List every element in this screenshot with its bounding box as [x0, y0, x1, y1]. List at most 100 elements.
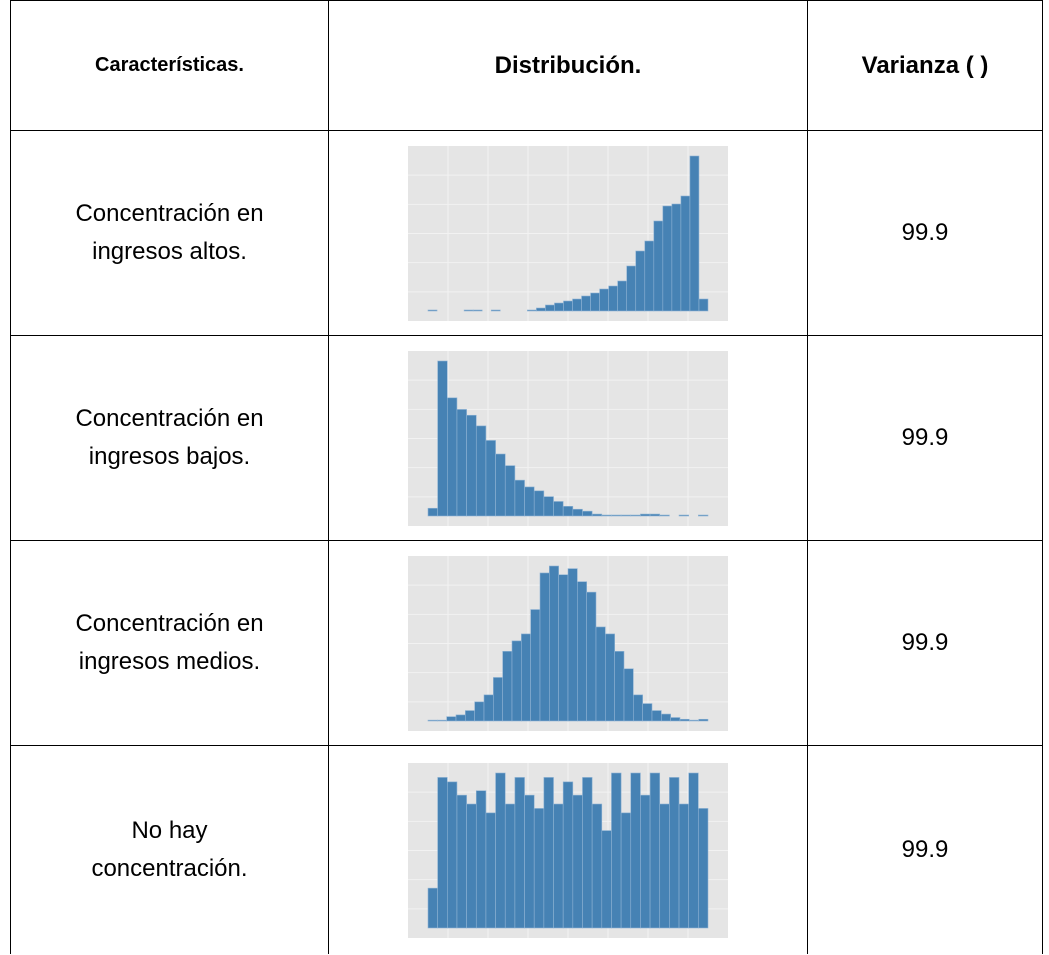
bar [553, 500, 564, 516]
table-row: Concentración en ingresos bajos. 99.9 [10, 335, 1043, 541]
bar [437, 776, 448, 928]
bar [586, 591, 597, 721]
bar [623, 667, 634, 721]
bar [549, 565, 559, 721]
bar [582, 510, 593, 516]
bar [620, 812, 632, 928]
bar [669, 776, 680, 928]
label-cell: Concentración en ingresos bajos. [10, 335, 329, 541]
bar [493, 676, 503, 721]
bar [456, 794, 467, 928]
bar [527, 309, 537, 311]
bar [474, 701, 485, 721]
bar [524, 486, 535, 516]
bar [543, 495, 554, 516]
bar [630, 772, 641, 928]
label-cell: Concentración en ingresos altos. [10, 130, 329, 336]
bar [485, 812, 496, 928]
bar [472, 309, 483, 311]
bar [577, 580, 587, 721]
variance-cell: 99.9 [807, 130, 1043, 336]
bar [437, 360, 448, 516]
bar [617, 280, 628, 311]
bar [605, 633, 615, 721]
histogram [408, 555, 728, 731]
bar [533, 807, 545, 928]
bar [640, 794, 651, 928]
bar [582, 776, 593, 928]
bar [698, 298, 709, 311]
bar [626, 265, 637, 311]
bar [651, 709, 662, 721]
bar [649, 772, 661, 928]
bar [502, 650, 513, 721]
histogram [408, 762, 728, 938]
bar [563, 300, 573, 311]
bar [466, 414, 477, 516]
table-row: Concentración en ingresos altos. 99.9 [10, 130, 1043, 336]
bar [611, 514, 622, 516]
bar [553, 803, 564, 928]
bar [572, 298, 582, 311]
bar [475, 425, 487, 516]
bar [591, 513, 603, 516]
bar [670, 716, 681, 721]
bar [490, 309, 501, 311]
bar [447, 781, 458, 928]
bar [698, 514, 709, 516]
bar [539, 572, 550, 721]
bar [562, 781, 574, 928]
variance-cell: 99.9 [807, 335, 1043, 541]
bar [678, 514, 689, 516]
bar [659, 514, 670, 516]
bar [483, 694, 494, 721]
bar [572, 508, 583, 516]
bar [608, 285, 618, 311]
bar [678, 803, 689, 928]
bar [514, 479, 525, 516]
bar [504, 464, 516, 516]
label: Concentración en ingresos bajos. [75, 404, 264, 470]
bar [427, 719, 438, 721]
bar [511, 640, 522, 721]
bar [611, 772, 622, 928]
bar [495, 453, 506, 516]
bar [514, 776, 525, 928]
bar [599, 288, 609, 311]
bar [456, 408, 467, 516]
bar [688, 772, 699, 928]
bar [530, 608, 541, 721]
bar [536, 307, 546, 311]
bar [466, 803, 477, 928]
bar [533, 490, 545, 516]
bar [567, 567, 578, 721]
bar [465, 709, 475, 721]
bar [455, 714, 466, 721]
header-cell: Varianza ( ) [807, 0, 1043, 131]
bar [463, 309, 474, 311]
bar [679, 718, 690, 721]
bar [427, 507, 438, 516]
bar [524, 794, 535, 928]
header-cell: Distribución. [328, 0, 808, 131]
label: No hay concentración. [91, 816, 248, 882]
bar [545, 304, 555, 311]
bar [581, 295, 591, 311]
variance-cell: 99.9 [807, 745, 1043, 954]
bar [595, 626, 606, 721]
bar [427, 887, 438, 928]
bar [591, 803, 603, 928]
bar [427, 309, 438, 311]
distribution-cell [328, 540, 808, 746]
bar [521, 633, 531, 721]
bar [689, 719, 699, 721]
bar [630, 514, 641, 516]
bar [558, 573, 569, 721]
bar [590, 292, 600, 311]
bar [671, 203, 682, 311]
label: Concentración en ingresos altos. [75, 199, 264, 265]
bar [620, 514, 632, 516]
bar [446, 715, 457, 721]
bar [614, 650, 625, 721]
